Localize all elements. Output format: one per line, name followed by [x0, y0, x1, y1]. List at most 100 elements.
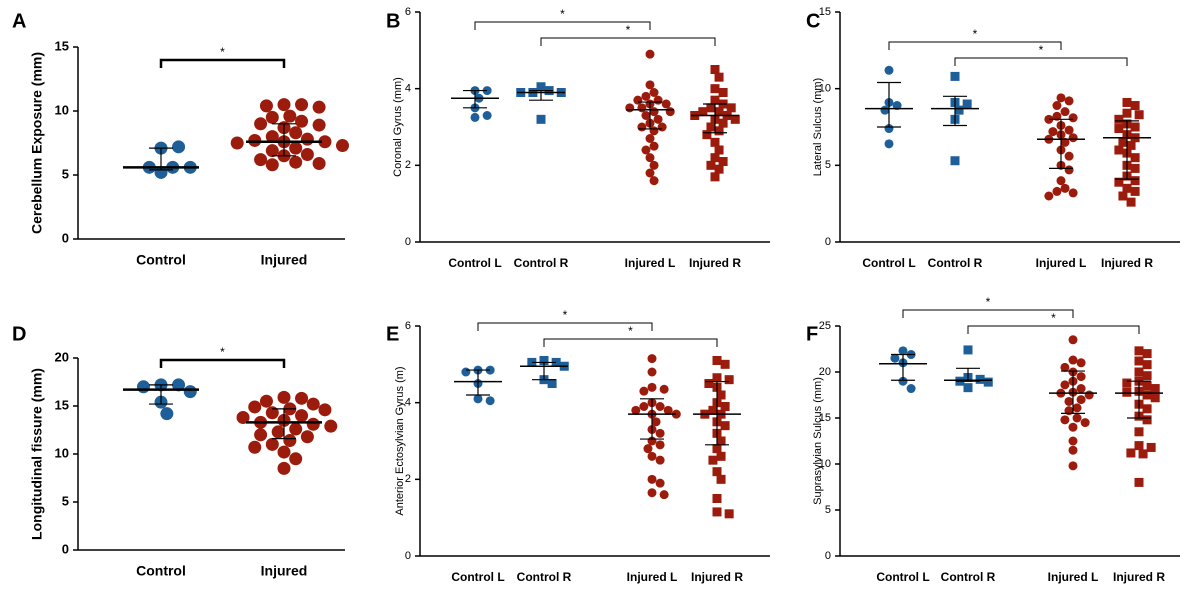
point [154, 165, 168, 179]
point [1064, 165, 1074, 175]
significance-label: * [220, 45, 225, 59]
point [1064, 151, 1074, 161]
point [1142, 390, 1152, 400]
point [706, 122, 716, 132]
point [318, 403, 332, 417]
point [1130, 163, 1140, 173]
point [950, 71, 960, 81]
x-tick-label: Control R [928, 256, 983, 270]
point [318, 135, 332, 149]
point [1142, 381, 1152, 391]
point [485, 365, 495, 375]
point [962, 99, 972, 109]
point [1134, 367, 1144, 377]
y-tick-label: 20 [55, 349, 69, 364]
point [536, 114, 546, 124]
point [718, 88, 728, 97]
point [645, 153, 655, 163]
point [1080, 418, 1090, 428]
point [645, 168, 655, 178]
point [295, 114, 309, 128]
point [295, 391, 309, 405]
point [712, 494, 722, 503]
point [172, 140, 186, 154]
point [183, 385, 197, 399]
significance-bracket [474, 21, 651, 30]
point [698, 107, 708, 117]
point [1142, 404, 1152, 414]
point [1114, 114, 1124, 124]
point [1142, 371, 1152, 381]
point [1084, 390, 1094, 400]
point [647, 382, 657, 392]
point [649, 160, 659, 170]
significance-bracket [159, 58, 286, 68]
point [718, 157, 728, 166]
y-axis-label: Lateral Sulcus (mm) [812, 78, 824, 176]
y-tick-label: 10 [55, 445, 69, 460]
point [892, 101, 902, 111]
point [485, 396, 495, 406]
point [712, 373, 722, 383]
point [716, 390, 726, 400]
point [1068, 133, 1078, 143]
point [663, 405, 673, 415]
point [1134, 427, 1144, 437]
point [265, 158, 279, 172]
point [1122, 378, 1132, 388]
panel-label: D [12, 323, 26, 345]
point [963, 383, 973, 393]
point [710, 137, 720, 147]
point [306, 397, 320, 411]
point [708, 405, 718, 415]
point [300, 430, 314, 444]
point [1134, 441, 1144, 451]
point [720, 359, 730, 369]
x-tick-label: Control [136, 563, 186, 579]
point [1118, 137, 1128, 147]
point [710, 65, 720, 74]
point [1064, 396, 1074, 406]
point [975, 374, 985, 384]
x-tick-label: Control L [862, 256, 915, 270]
point [625, 103, 635, 113]
point [714, 72, 724, 82]
point [647, 367, 657, 377]
point [312, 118, 326, 132]
point [236, 411, 250, 425]
point [254, 117, 268, 131]
point [712, 356, 722, 365]
point [1142, 360, 1152, 370]
x-tick-label: Injured L [625, 256, 676, 270]
point [473, 394, 483, 404]
point [482, 111, 492, 120]
point [248, 400, 262, 414]
point [300, 132, 314, 146]
point [880, 105, 890, 115]
point [295, 98, 309, 112]
panel-label: B [386, 10, 400, 32]
point [983, 377, 993, 387]
significance-label: * [973, 27, 978, 41]
point [649, 141, 659, 151]
point [254, 428, 268, 442]
point [527, 357, 537, 367]
point [671, 409, 681, 419]
point [1060, 183, 1070, 193]
y-tick-label: 0 [62, 230, 69, 245]
significance-bracket [888, 41, 1062, 50]
point [665, 107, 675, 117]
point [289, 155, 303, 169]
point [1060, 137, 1070, 147]
x-tick-label: Injured R [691, 570, 743, 584]
panel-label: E [386, 323, 399, 345]
point [950, 156, 960, 166]
y-tick-label: 4 [405, 397, 411, 409]
x-tick-label: Injured R [1101, 256, 1153, 270]
point [1130, 153, 1140, 163]
point [1060, 107, 1070, 117]
point [655, 428, 665, 438]
point [271, 425, 285, 439]
point [1126, 197, 1136, 207]
y-tick-label: 10 [819, 83, 831, 95]
